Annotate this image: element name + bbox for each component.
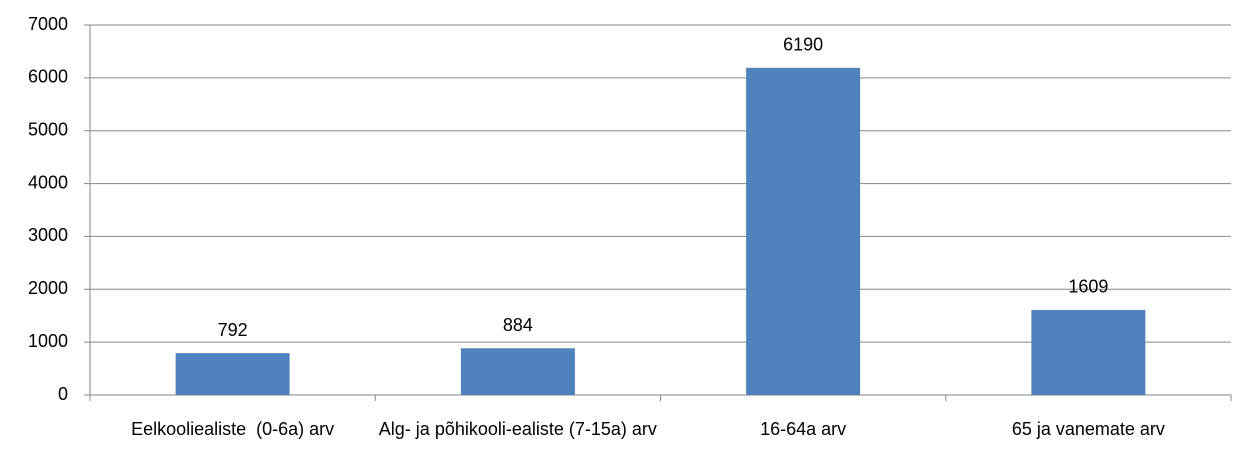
y-tick-label: 2000 [28, 278, 68, 298]
x-tick-label: 65 ja vanemate arv [1011, 419, 1165, 439]
bar [175, 353, 290, 395]
y-tick-label: 4000 [28, 172, 68, 192]
y-tick-label: 6000 [28, 67, 68, 87]
y-tick-label: 1000 [28, 331, 68, 351]
y-tick-label: 3000 [28, 225, 68, 245]
x-tick-label: 16-64a arv [760, 419, 847, 439]
data-label: 6190 [783, 35, 823, 55]
bar [1031, 309, 1146, 395]
x-tick-label: Alg- ja põhikooli-ealiste (7-15a) arv [378, 419, 657, 439]
y-tick-label: 7000 [28, 14, 68, 34]
y-tick-label: 0 [58, 384, 68, 404]
y-tick-label: 5000 [28, 119, 68, 139]
data-label: 884 [503, 315, 533, 335]
bar [460, 348, 575, 395]
bar [746, 67, 861, 396]
data-label: 792 [218, 320, 248, 340]
x-tick-label: Eelkooliealiste (0-6a) arv [131, 419, 335, 439]
data-label: 1609 [1068, 277, 1108, 297]
